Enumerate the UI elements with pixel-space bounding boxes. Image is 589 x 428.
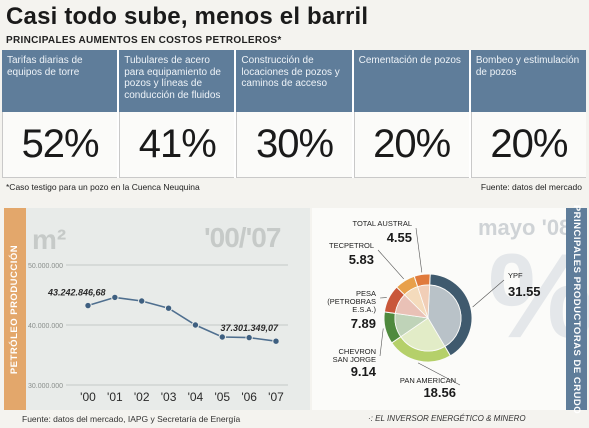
pie-slice-inner [417, 284, 431, 319]
period-label: '00/'07 [204, 222, 281, 253]
x-tick-label: '02 [134, 390, 150, 404]
leader-line [377, 249, 404, 280]
y-tick-label: 40.000.000 [28, 323, 63, 330]
producers-panel [312, 208, 566, 410]
footnote: *Caso testigo para un pozo en la Cuenca … [6, 182, 200, 192]
cost-value: 20% [353, 112, 469, 178]
x-tick-label: '06 [241, 390, 257, 404]
producers-side-label: PRINCIPALES PRODUCTORAS DE CRUDO [571, 204, 583, 414]
cost-value: 41% [119, 112, 235, 178]
leader-line [472, 279, 505, 308]
cost-label: Cementación de pozos [353, 50, 469, 112]
slice-value-label: 9.14 [351, 364, 377, 379]
footnote-row: *Caso testigo para un pozo en la Cuenca … [6, 182, 582, 192]
cost-label: Construcción de locaciones de pozos y ca… [236, 50, 352, 112]
data-point [84, 301, 92, 310]
page-subtitle: PRINCIPALES AUMENTOS EN COSTOS PETROLERO… [6, 35, 282, 46]
data-point [245, 333, 253, 342]
value-annotation: 37.301.349,07 [220, 323, 279, 333]
data-point [111, 293, 119, 302]
production-side-title: PETRÓLEO PRODUCCIÓN [4, 208, 26, 410]
slice-value-label: 18.56 [423, 385, 456, 400]
x-tick-label: '05 [214, 390, 230, 404]
slice-name-label: TOTAL AUSTRAL [353, 219, 412, 228]
production-source: Fuente: datos del mercado, IAPG y Secret… [22, 414, 241, 424]
cost-value: 30% [236, 112, 352, 178]
data-point [164, 304, 173, 312]
slice-value-label: 4.55 [387, 230, 412, 245]
cost-label: Tubulares de acero para equipamiento de … [119, 50, 235, 112]
y-tick-label: 30.000.000 [28, 383, 63, 390]
producers-source: ·: EL INVERSOR ENERGÉTICO & MINERO [368, 414, 526, 423]
unit-label: m² [32, 224, 67, 255]
x-tick-label: '01 [107, 390, 123, 404]
cost-value: 52% [2, 112, 118, 178]
value-annotation: 43.242.846,68 [47, 288, 106, 298]
production-panel [4, 208, 310, 410]
pie-slice-inner [427, 284, 462, 347]
producers-side-title: PRINCIPALES PRODUCTORAS DE CRUDO [566, 204, 587, 414]
pie-slice-inner [400, 317, 446, 352]
data-point [191, 321, 200, 329]
production-line-chart: 50.000.000 40.000.000 30.000.000 '00 '01 '02 '… [28, 263, 288, 404]
production-line [87, 296, 277, 342]
divider [0, 200, 589, 206]
slice-name-label: SAN JORGE [333, 355, 376, 364]
slice-name-label: PAN AMERICAN [400, 376, 456, 385]
cost-column: Bombeo y estimulación de pozos 20% [470, 50, 587, 178]
data-point [218, 333, 226, 341]
leader-line [379, 328, 384, 357]
slice-name-label: YPF [508, 271, 523, 280]
leader-line [415, 227, 423, 273]
x-tick-label: '00 [80, 390, 96, 404]
cost-increase-table: Tarifas diarias de equipos de torre 52% … [2, 50, 587, 178]
date-label: mayo '08 [478, 215, 572, 240]
x-tick-label: '04 [188, 390, 204, 404]
slice-value-label: 31.55 [508, 284, 541, 299]
x-tick-label: '03 [161, 390, 177, 404]
x-tick-label: '07 [268, 390, 284, 404]
production-side-label: PETRÓLEO PRODUCCIÓN [9, 244, 21, 374]
slice-value-label: 5.83 [349, 252, 374, 267]
leader-line [417, 362, 461, 386]
cost-value: 20% [470, 112, 587, 178]
slice-name-label: TECPETROL [329, 241, 374, 250]
data-point [138, 297, 146, 305]
cost-label: Tarifas diarias de equipos de torre [2, 50, 118, 112]
cost-column: Tubulares de acero para equipamiento de … [119, 50, 237, 178]
slice-value-label: 7.89 [351, 316, 376, 331]
slice-name-label: PESA [356, 289, 376, 298]
data-point [272, 337, 280, 345]
slice-name-label: E.S.A.) [352, 305, 376, 314]
source-note: Fuente: datos del mercado [480, 182, 582, 192]
cost-column: Tarifas diarias de equipos de torre 52% [2, 50, 120, 178]
cost-label: Bombeo y estimulación de pozos [470, 50, 587, 112]
slice-name-label: (PETROBRAS [327, 297, 376, 306]
slice-name-label: CHEVRON [338, 347, 376, 356]
page-title: Casi todo sube, menos el barril [6, 3, 369, 30]
cost-column: Construcción de locaciones de pozos y ca… [236, 50, 354, 178]
y-tick-label: 50.000.000 [28, 263, 63, 270]
cost-column: Cementación de pozos 20% [353, 50, 471, 178]
